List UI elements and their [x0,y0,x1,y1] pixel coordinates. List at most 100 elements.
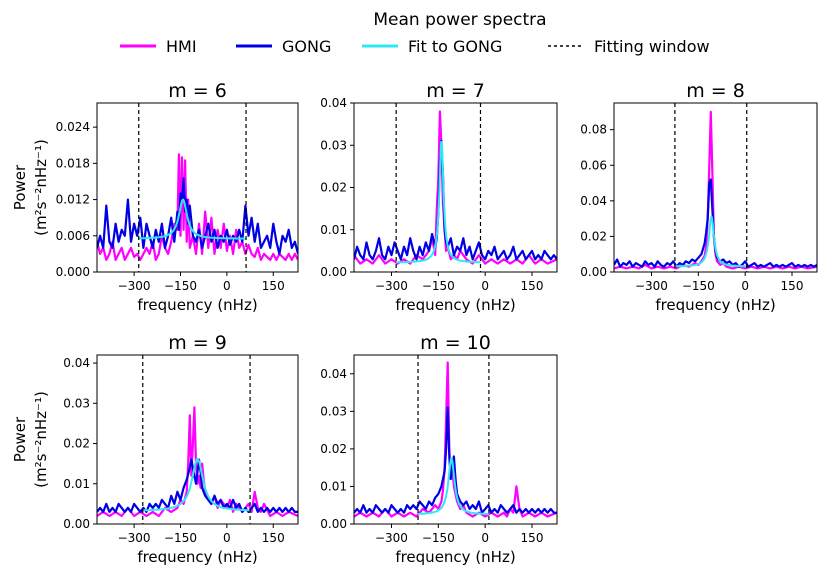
series-gong-line [614,178,817,268]
series-gong-line [354,139,557,261]
panel-title: m = 7 [426,80,485,102]
x-axis-label: frequency (nHz) [395,296,515,314]
series-hmi-line [97,406,298,518]
y-tick-label: 0.01 [320,223,347,237]
x-tick-label: 0 [481,279,489,293]
axes-frame [96,102,299,273]
x-tick-label: −300 [118,279,151,293]
legend-item-2: Fit to GONG [362,37,502,56]
x-tick-label: −150 [422,279,455,293]
x-tick-label: 0 [223,531,231,545]
panel-m10: m = 10 −300 −150 0 150 0.00 0.01 0.02 0.03 0.04 fr… [320,332,558,566]
series-gong-line [97,458,298,513]
panel-title: m = 10 [420,332,491,354]
x-tick-label: −300 [118,531,151,545]
plot-area [614,110,817,270]
x-tick-label: −300 [375,531,408,545]
y-tick-label: 0.04 [580,194,607,208]
panel-m8: m = 8 −300 −150 0 150 0.00 0.02 0.04 0.06 0.08 fre… [580,80,818,314]
series-fit-line [396,141,481,264]
y-tick-label: 0.04 [320,367,347,381]
x-tick-label: −150 [422,531,455,545]
y-tick-label: 0.02 [63,437,90,451]
panel-m9: m = 9 −300 −150 0 150 0.00 0.01 0.02 0.03 0.04 fre… [11,332,299,566]
series-fit-line [138,198,246,240]
y-axis-label: (m²s⁻²nHz⁻¹) [32,139,50,236]
panel-m6: m = 6 −300 −150 0 150 0.000 0.006 0.012 0.018 0.0… [11,80,299,314]
axes-frame [353,102,558,273]
y-tick-label: 0.00 [320,517,347,531]
plot-area [97,406,298,518]
axes-frame [96,354,299,525]
x-tick-label: 0 [223,279,231,293]
legend: HMI GONG Fit to GONG Fitting window [120,37,710,56]
legend-label: Fit to GONG [408,37,502,56]
y-tick-label: 0.08 [580,123,607,137]
y-tick-label: 0.00 [580,265,607,279]
panels: m = 6−300 −150 0 1500.0000.0060.0120.0180.0… [11,80,818,566]
legend-label: HMI [166,37,197,56]
x-tick-label: 150 [262,531,285,545]
panel-title: m = 9 [168,332,227,354]
axes-frame [353,354,558,525]
y-axis-label: Power [11,164,29,210]
series-fit-line [674,216,747,268]
series-gong-line [354,406,557,514]
series-fit-line [418,457,489,515]
x-axis-label: frequency (nHz) [137,548,257,566]
x-tick-label: 150 [521,279,544,293]
plot-area [354,361,557,518]
y-tick-label: 0.06 [580,158,607,172]
x-tick-label: 150 [781,279,804,293]
y-tick-label: 0.01 [63,477,90,491]
y-axis-label: Power [11,416,29,462]
y-tick-label: 0.024 [56,120,90,134]
x-axis-label: frequency (nHz) [395,548,515,566]
x-tick-label: 150 [521,531,544,545]
series-fit-line [142,457,250,512]
y-tick-label: 0.00 [63,517,90,531]
y-tick-label: 0.04 [320,96,347,110]
y-tick-label: 0.000 [56,265,90,279]
legend-item-0: HMI [120,37,197,56]
y-tick-label: 0.02 [320,181,347,195]
y-tick-label: 0.01 [320,479,347,493]
plot-area [354,110,557,265]
x-tick-label: −150 [682,279,715,293]
series-hmi-line [97,153,298,261]
legend-label: Fitting window [594,37,710,56]
x-tick-label: −150 [164,531,197,545]
y-tick-label: 0.018 [56,156,90,170]
y-tick-label: 0.03 [320,404,347,418]
figure-title: Mean power spectra [373,10,546,30]
series-hmi-line [614,110,817,270]
panel-title: m = 8 [686,80,745,102]
x-tick-label: 150 [262,279,285,293]
y-tick-label: 0.012 [56,193,90,207]
x-tick-label: 0 [741,279,749,293]
series-gong-line [97,177,298,255]
series-hmi-line [354,361,557,518]
x-axis-label: frequency (nHz) [137,296,257,314]
y-tick-label: 0.04 [63,356,90,370]
panel-m7: m = 7 −300 −150 0 150 0.00 0.01 0.02 0.03 0.04 fre… [320,80,558,314]
y-axis-label: (m²s⁻²nHz⁻¹) [32,391,50,488]
panel-title: m = 6 [168,80,227,102]
axes-frame [613,102,818,273]
x-tick-label: −150 [164,279,197,293]
series-hmi-line [354,110,557,265]
legend-item-1: GONG [236,37,331,56]
y-tick-label: 0.02 [580,229,607,243]
legend-label: GONG [282,37,331,56]
plot-area [97,153,298,261]
y-tick-label: 0.02 [320,442,347,456]
legend-item-3: Fitting window [548,37,710,56]
y-tick-label: 0.006 [56,229,90,243]
y-tick-label: 0.00 [320,265,347,279]
x-tick-label: −300 [375,279,408,293]
x-tick-label: −300 [635,279,668,293]
x-tick-label: 0 [481,531,489,545]
y-tick-label: 0.03 [320,138,347,152]
y-tick-label: 0.03 [63,396,90,410]
